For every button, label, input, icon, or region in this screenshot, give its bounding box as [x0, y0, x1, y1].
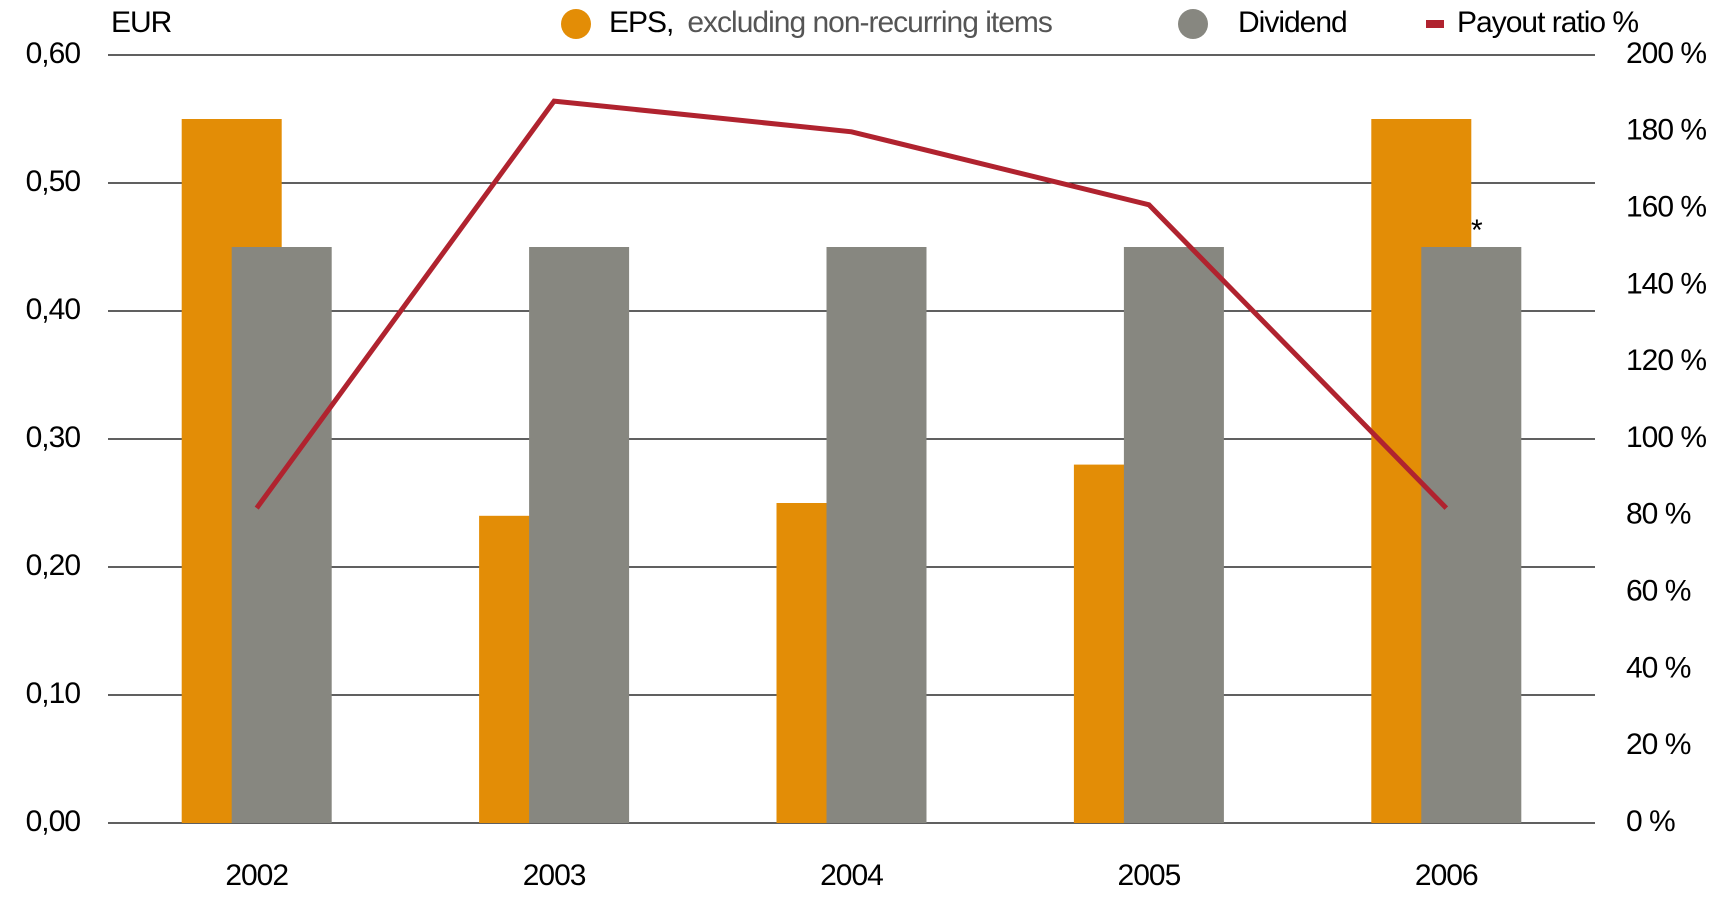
x-tick-label: 2006	[1415, 859, 1478, 892]
y2-tick-label: 80 %	[1626, 498, 1691, 531]
y2-tick-label: 0 %	[1626, 805, 1675, 838]
y2-tick-label: 180 %	[1626, 114, 1706, 147]
legend-swatch	[1178, 9, 1208, 39]
legend-label: EPS,	[609, 6, 673, 39]
bar	[826, 247, 927, 823]
x-tick-label: 2003	[523, 859, 586, 892]
y-tick-label: 0,40	[26, 293, 81, 326]
legend-label: Dividend	[1238, 6, 1347, 39]
y2-tick-label: 140 %	[1626, 267, 1706, 300]
y2-tick-label: 20 %	[1626, 728, 1691, 761]
y2-tick-label: 200 %	[1626, 37, 1706, 70]
y-tick-label: 0,30	[26, 421, 81, 454]
bar	[1421, 247, 1522, 823]
y2-tick-label: 100 %	[1626, 421, 1706, 454]
y-tick-label: 0,60	[26, 37, 81, 70]
legend-swatch	[1426, 20, 1444, 28]
x-tick-label: 2002	[225, 859, 288, 892]
y2-tick-label: 40 %	[1626, 651, 1691, 684]
line	[254, 98, 1449, 510]
y-unit-label: EUR	[111, 6, 172, 39]
legend-label: Payout ratio %	[1457, 6, 1638, 39]
y2-tick-label: 60 %	[1626, 575, 1691, 608]
y2-tick-label: 160 %	[1626, 191, 1706, 224]
bar	[529, 247, 630, 823]
bar	[1123, 247, 1224, 823]
annotation: *	[1471, 214, 1483, 247]
bar	[231, 247, 332, 823]
x-tick-label: 2005	[1118, 859, 1181, 892]
y-tick-label: 0,00	[26, 805, 81, 838]
y-tick-label: 0,10	[26, 677, 81, 710]
y-tick-label: 0,50	[26, 165, 81, 198]
y2-tick-label: 120 %	[1626, 344, 1706, 377]
legend-swatch	[561, 9, 591, 39]
legend-note: excluding non-recurring items	[687, 6, 1052, 39]
x-tick-label: 2004	[820, 859, 883, 892]
y-tick-label: 0,20	[26, 549, 81, 582]
